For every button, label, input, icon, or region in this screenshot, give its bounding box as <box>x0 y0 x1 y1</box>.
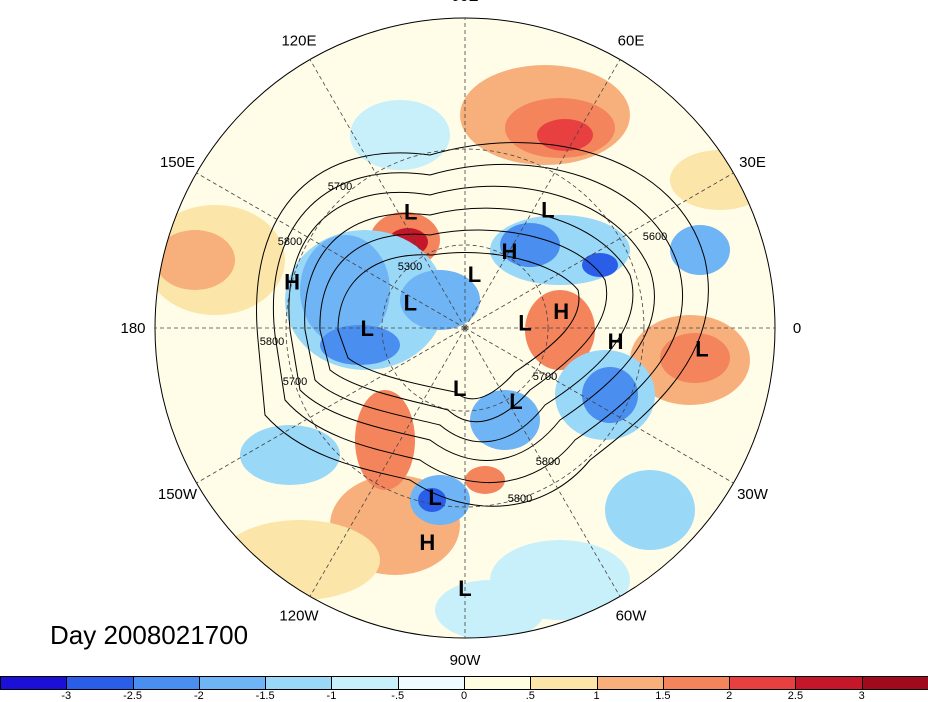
contour-label: 5800 <box>278 236 302 248</box>
high-pressure-marker: H <box>502 239 518 264</box>
longitude-label: 120W <box>279 608 319 625</box>
colorbar-tick-label: -1.5 <box>255 690 275 702</box>
contour-label: 5600 <box>643 231 667 243</box>
meridian-line <box>464 172 734 329</box>
meridian-line <box>196 327 466 484</box>
longitude-label: 180 <box>120 320 145 337</box>
colorbar-cell <box>662 676 731 690</box>
low-pressure-marker: L <box>541 198 554 223</box>
graticule <box>155 18 775 638</box>
colorbar-cell <box>530 676 598 690</box>
low-pressure-marker: L <box>509 389 522 414</box>
colorbar-tick-label: -2.5 <box>123 690 143 702</box>
contour-label: 5700 <box>533 371 557 383</box>
low-pressure-marker: L <box>361 316 374 341</box>
meridian-line <box>464 327 621 597</box>
longitude-label: 150W <box>158 486 198 503</box>
colorbar-cell <box>397 676 465 690</box>
high-pressure-marker: H <box>553 299 569 324</box>
colorbar-cell <box>198 676 267 690</box>
meridian-line <box>464 59 621 329</box>
colorbar-tick-label: -.5 <box>391 690 405 702</box>
contour-label: 5700 <box>283 376 307 388</box>
meridian-line <box>309 59 466 329</box>
low-pressure-marker: L <box>428 485 441 510</box>
colorbar-tick-label: 2 <box>726 690 733 702</box>
low-pressure-marker: L <box>404 200 417 225</box>
longitude-label: 30W <box>737 486 769 503</box>
colorbar-tick-label: 1.5 <box>655 690 671 702</box>
colorbar-cell <box>729 676 797 690</box>
longitude-label: 0 <box>793 320 801 337</box>
contour-label: 5800 <box>508 493 532 505</box>
contour-label: 5700 <box>328 181 352 193</box>
day-label: Day 2008021700 <box>50 620 249 650</box>
colorbar-tick-label: -2 <box>193 690 204 702</box>
colorbar-cell <box>795 676 863 690</box>
high-pressure-marker: H <box>419 530 435 555</box>
high-pressure-marker: H <box>608 329 624 354</box>
colorbar-tick-label: -3 <box>61 690 72 702</box>
contour-label: 5800 <box>536 456 560 468</box>
low-pressure-marker: L <box>404 291 417 316</box>
longitude-label: 150E <box>160 154 195 171</box>
colorbar-tick-label: .5 <box>525 690 535 702</box>
colorbar-tick-label: 1 <box>593 690 600 702</box>
low-pressure-marker: L <box>695 337 708 362</box>
polar-stereographic-map: 90E 60E 30E 0 30W 60W 90W 120W 150W 180 150E 120E 5… <box>120 0 801 669</box>
longitude-label: 90E <box>452 0 479 5</box>
colorbar-cell <box>265 676 333 690</box>
colorbar-cell <box>0 676 68 690</box>
height-contours <box>256 142 709 507</box>
longitude-labels: 90E 60E 30E 0 30W 60W 90W 120W 150W 180 150E 120E <box>120 0 801 669</box>
low-pressure-marker: L <box>458 576 471 601</box>
colorbar-cell <box>464 676 532 690</box>
longitude-label: 90W <box>450 652 482 669</box>
meridian-line <box>464 327 734 484</box>
contour-label: 5300 <box>398 261 422 273</box>
colorbar-cell <box>331 676 399 690</box>
latitude-circle-60 <box>381 244 549 412</box>
colorbar-cell <box>596 676 664 690</box>
anomaly-shading <box>155 65 770 638</box>
contour-label: 5800 <box>260 336 284 348</box>
colorbar-tick-label: 3 <box>858 690 865 702</box>
contour-labels: 5700 5800 5300 5800 5700 5600 5700 5800 5800 <box>260 181 667 505</box>
longitude-label: 120E <box>281 32 316 49</box>
low-pressure-marker: L <box>518 311 531 336</box>
colorbar-cell <box>66 676 134 690</box>
colorbar-tick-label: -1 <box>326 690 337 702</box>
longitude-label: 60E <box>618 32 645 49</box>
low-pressure-marker: L <box>453 376 466 401</box>
longitude-label: 60W <box>616 608 648 625</box>
colorbar-tick-label: 2.5 <box>787 690 804 702</box>
low-pressure-marker: L <box>468 262 481 287</box>
meridian-line <box>196 172 466 329</box>
colorbar-cell <box>132 676 200 690</box>
high-pressure-marker: H <box>284 270 300 295</box>
meridian-line <box>309 327 466 597</box>
colorbar-tick-label: 0 <box>460 690 468 702</box>
colorbar-cell <box>861 676 928 690</box>
longitude-label: 30E <box>739 154 766 171</box>
colorbar: -3 -2.5 -2 -1.5 -1 -.5 0 .5 1 1.5 2 2.5 3 <box>0 674 928 702</box>
